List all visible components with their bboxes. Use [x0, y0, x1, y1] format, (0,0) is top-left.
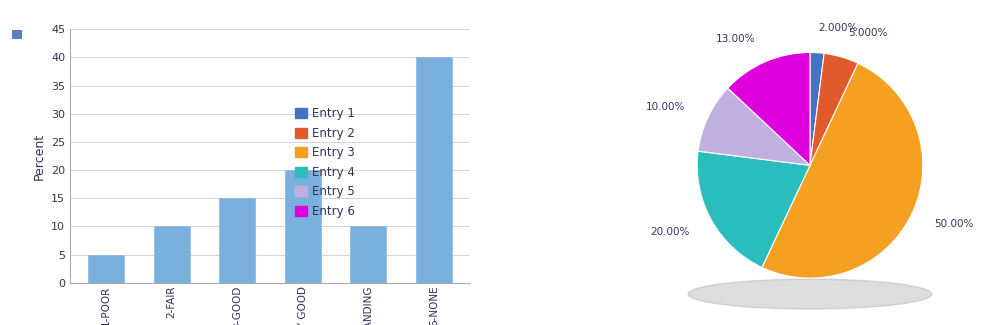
Text: 50.00%: 50.00% — [935, 219, 974, 229]
Ellipse shape — [688, 279, 932, 309]
Wedge shape — [697, 151, 810, 267]
Y-axis label: Percent: Percent — [32, 133, 45, 179]
Wedge shape — [728, 53, 810, 165]
Legend: Entry 1, Entry 2, Entry 3, Entry 4, Entry 5, Entry 6: Entry 1, Entry 2, Entry 3, Entry 4, Entr… — [291, 104, 359, 221]
Wedge shape — [698, 88, 810, 165]
Wedge shape — [810, 53, 858, 165]
Bar — [350, 227, 386, 283]
Bar — [154, 227, 190, 283]
Text: 13.00%: 13.00% — [716, 34, 755, 44]
Bar — [416, 58, 452, 283]
Legend:  — [12, 30, 22, 40]
Text: 20.00%: 20.00% — [650, 227, 689, 237]
Text: 10.00%: 10.00% — [646, 102, 685, 112]
Wedge shape — [762, 63, 923, 278]
Bar — [219, 198, 255, 283]
Wedge shape — [810, 53, 824, 165]
Text: 5.000%: 5.000% — [848, 28, 888, 38]
Text: 2.000%: 2.000% — [819, 23, 858, 33]
Bar — [88, 254, 124, 283]
Bar — [285, 170, 321, 283]
